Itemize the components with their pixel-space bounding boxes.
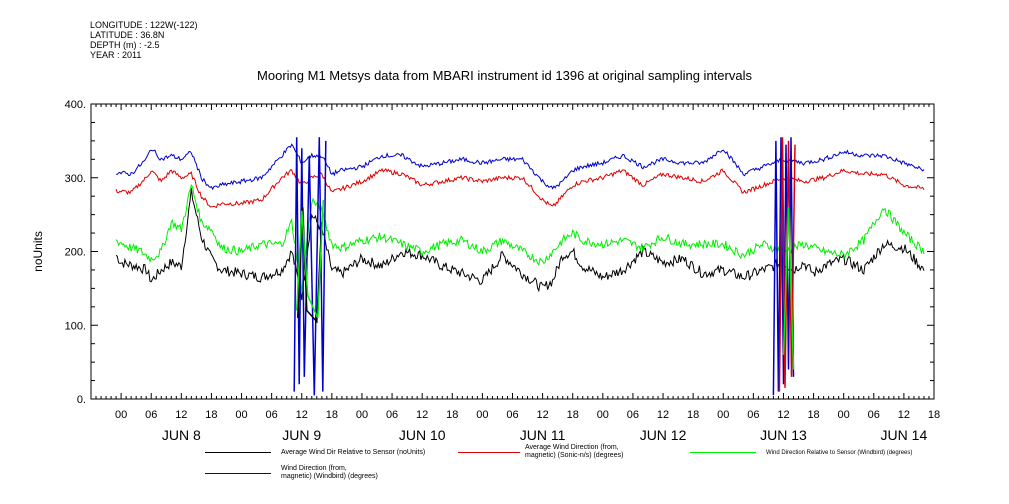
series-line-2 (115, 183, 925, 293)
latitude-label: LATITUDE : 36.8N (90, 30, 165, 40)
x-tick-label: 00 (838, 409, 850, 421)
x-tick-label: 12 (777, 409, 789, 421)
x-tick-label: 18 (928, 409, 940, 421)
y-tick-label: 400. (65, 99, 86, 111)
y-tick-label: 100. (65, 320, 86, 332)
y-tick-label: 0. (77, 394, 86, 406)
x-tick-label: 12 (175, 409, 187, 421)
y-tick-label: 300. (65, 173, 86, 185)
x-tick-label: 18 (205, 409, 217, 421)
x-tick-label: 06 (386, 409, 398, 421)
x-tick-label: 06 (747, 409, 759, 421)
series-spike-5 (782, 207, 795, 370)
x-tick-label: 00 (356, 409, 368, 421)
x-tick-label: 00 (235, 409, 247, 421)
x-tick-label: 12 (657, 409, 669, 421)
x-tick-label: 06 (627, 409, 639, 421)
metadata-block: LONGITUDE : 122W(-122) LATITUDE : 36.8N … (90, 20, 198, 60)
x-tick-label: 18 (567, 409, 579, 421)
x-tick-label: 06 (506, 409, 518, 421)
x-tick-label: 06 (145, 409, 157, 421)
plot-frame (90, 103, 935, 400)
x-tick-label: 12 (296, 409, 308, 421)
chart-title: Mooring M1 Metsys data from MBARI instru… (257, 68, 752, 83)
series-spike-0 (293, 137, 327, 396)
x-tick-label: 18 (326, 409, 338, 421)
x-tick-label: 12 (898, 409, 910, 421)
depth-label: DEPTH (m) : -2.5 (90, 40, 160, 50)
x-day-label: JUN 11 (520, 427, 566, 443)
y-tick-label: 200. (65, 247, 86, 259)
longitude-label: LONGITUDE : 122W(-122) (90, 20, 198, 30)
series-line-1 (115, 167, 925, 209)
x-day-label: JUN 9 (282, 427, 321, 443)
x-day-label: JUN 8 (162, 427, 201, 443)
y-axis-label: noUnits (31, 231, 45, 272)
x-day-label: JUN 14 (881, 427, 928, 443)
year-label: YEAR : 2011 (90, 50, 142, 60)
x-day-label: JUN 12 (640, 427, 687, 443)
x-tick-label: 06 (868, 409, 880, 421)
x-tick-label: 18 (807, 409, 819, 421)
x-tick-label: 00 (717, 409, 729, 421)
x-tick-label: 12 (536, 409, 548, 421)
series-spike-2 (295, 199, 325, 319)
x-tick-label: 06 (266, 409, 278, 421)
x-tick-label: 00 (115, 409, 127, 421)
x-tick-label: 18 (687, 409, 699, 421)
x-day-label: JUN 10 (399, 427, 446, 443)
x-day-label: JUN 13 (760, 427, 807, 443)
series-line-3 (116, 143, 925, 191)
x-tick-label: 00 (597, 409, 609, 421)
x-tick-label: 00 (476, 409, 488, 421)
x-tick-label: 18 (446, 409, 458, 421)
x-tick-label: 12 (416, 409, 428, 421)
